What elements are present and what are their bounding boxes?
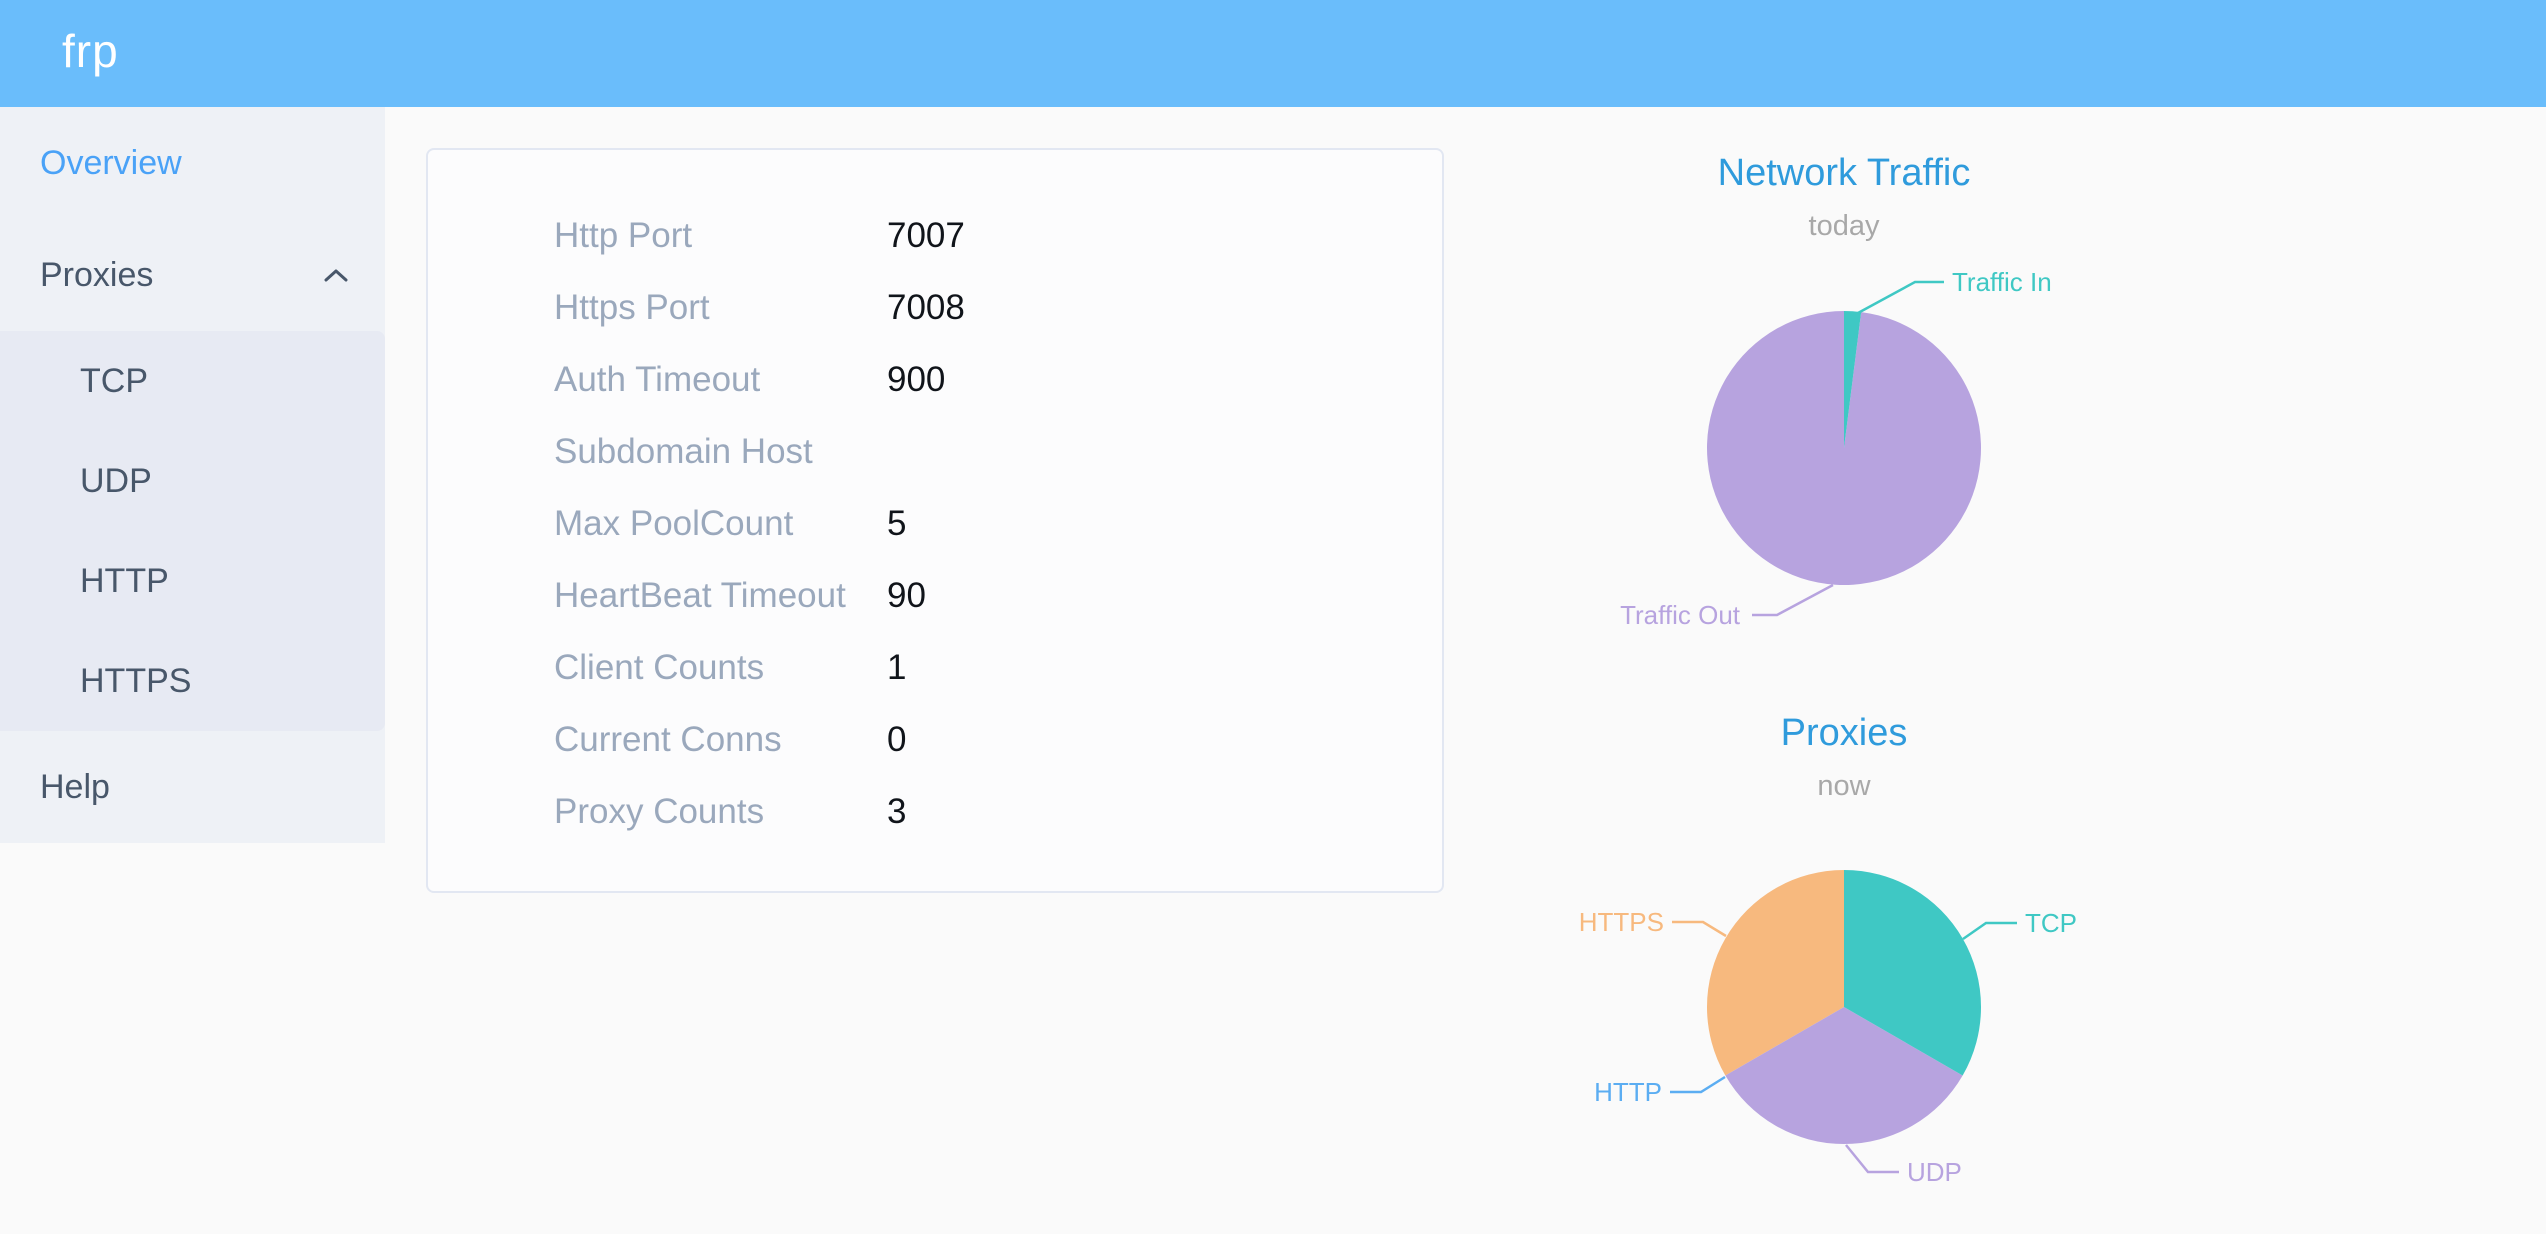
config-row: Client Counts 1	[554, 648, 906, 688]
config-label: Client Counts	[554, 648, 765, 687]
pie-slice-udp	[1725, 1007, 1963, 1145]
config-row: Proxy Counts 3	[554, 792, 906, 832]
app-header: frp	[0, 0, 2546, 107]
config-label: Http Port	[554, 216, 693, 255]
sidebar-item-udp[interactable]: UDP	[0, 431, 385, 531]
sidebar-item-label: HTTP	[80, 562, 169, 600]
sidebar-item-help[interactable]: Help	[0, 731, 385, 843]
chart-title: Network Traffic	[1717, 152, 1971, 194]
chart-subtitle: today	[1808, 210, 1880, 242]
chevron-up-icon	[324, 269, 348, 282]
sidebar-item-label: UDP	[80, 462, 152, 500]
server-config-panel: Http Port 7007 Https Port 7008 Auth Timeou…	[426, 148, 1444, 893]
leader-line-tcp	[1962, 921, 2017, 941]
config-value: 0	[887, 720, 907, 759]
pie-label-tcp: TCP	[2025, 908, 2077, 938]
leader-line-http	[1670, 1075, 1726, 1094]
config-label: Max PoolCount	[554, 504, 794, 543]
sidebar-nav: Overview Proxies TCP UDP HTTP HTTPS Help	[0, 107, 385, 843]
proxies-chart: Proxies now TCP UDP HTTP HTTPS	[1494, 700, 2194, 1234]
config-row: Current Conns 0	[554, 720, 906, 760]
leader-line-udp	[1845, 1144, 1899, 1174]
config-value: 3	[887, 792, 907, 831]
pie-slice-tcp	[1844, 870, 1982, 1076]
app-logo: frp	[62, 25, 119, 77]
traffic-pie	[1707, 280, 1982, 617]
leader-line-traffic-in	[1857, 280, 1944, 315]
sidebar-item-label: Proxies	[40, 256, 154, 294]
config-label: Proxy Counts	[554, 792, 765, 831]
sidebar-item-label: HTTPS	[80, 662, 192, 700]
config-label: Subdomain Host	[554, 432, 813, 471]
sidebar-item-https[interactable]: HTTPS	[0, 631, 385, 731]
config-label: HeartBeat Timeout	[554, 576, 846, 615]
pie-label-traffic-out: Traffic Out	[1620, 600, 1740, 630]
proxies-pie	[1670, 870, 2017, 1174]
sidebar-item-http[interactable]: HTTP	[0, 531, 385, 631]
network-traffic-chart: Network Traffic today Traffic In Traffic…	[1494, 140, 2194, 680]
config-row: Subdomain Host	[554, 432, 887, 472]
config-label: Https Port	[554, 288, 710, 327]
pie-slice-https	[1706, 870, 1844, 1076]
config-value: 1	[887, 648, 907, 687]
config-label: Auth Timeout	[554, 360, 761, 399]
leader-line-https	[1672, 920, 1727, 938]
config-value: 5	[887, 504, 907, 543]
config-row: Https Port 7008	[554, 288, 965, 328]
config-value: 900	[887, 360, 946, 399]
chart-subtitle: now	[1817, 770, 1871, 802]
config-row: HeartBeat Timeout 90	[554, 576, 926, 616]
pie-label-https: HTTPS	[1578, 907, 1664, 937]
sidebar-item-overview[interactable]: Overview	[0, 107, 385, 219]
config-value: 90	[887, 576, 926, 615]
pie-slice-traffic-in	[1844, 311, 1862, 448]
config-value: 7007	[887, 216, 965, 255]
sidebar-item-label: TCP	[80, 362, 148, 400]
sidebar-item-proxies[interactable]: Proxies	[0, 219, 385, 331]
leader-line-traffic-out	[1752, 583, 1834, 617]
sidebar-item-label: Overview	[40, 144, 182, 182]
pie-label-udp: UDP	[1907, 1157, 1962, 1187]
config-label: Current Conns	[554, 720, 782, 759]
pie-label-http: HTTP	[1594, 1077, 1662, 1107]
config-row: Max PoolCount 5	[554, 504, 906, 544]
sidebar-item-tcp[interactable]: TCP	[0, 331, 385, 431]
config-row: Auth Timeout 900	[554, 360, 945, 400]
pie-label-traffic-in: Traffic In	[1952, 267, 2052, 297]
proxies-submenu: TCP UDP HTTP HTTPS	[0, 331, 385, 731]
config-value: 7008	[887, 288, 965, 327]
config-row: Http Port 7007	[554, 216, 965, 256]
chart-title: Proxies	[1780, 712, 1908, 754]
sidebar-item-label: Help	[40, 768, 110, 806]
pie-slice-traffic-out	[1707, 311, 1982, 585]
